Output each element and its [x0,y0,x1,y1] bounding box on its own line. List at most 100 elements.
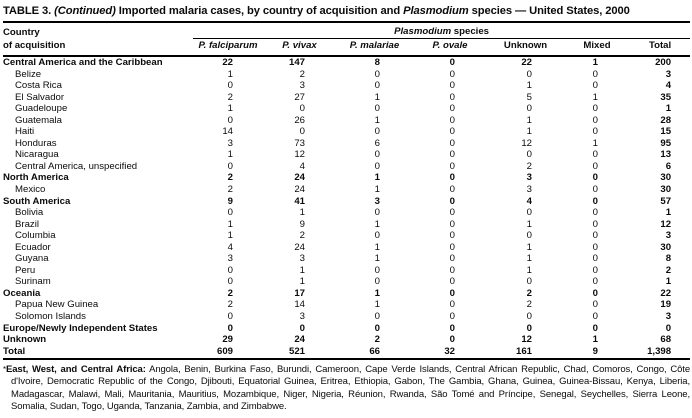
table-row: Guatemala 0 26 1 0 1 0 28 [3,115,690,127]
value-cell-p-vivax: 3 [299,311,305,323]
table-row: South America 9 41 3 0 4 0 57 [3,196,690,208]
country-cell: Guadeloupe [15,103,68,115]
value-cell-p-falciparum: 0 [227,207,233,219]
col-header-p-malariae: P. malariae [336,38,413,57]
value-cell-p-ovale: 0 [449,68,455,80]
value-cell-p-malariae: 1 [374,253,380,265]
value-cell-p-falciparum: 3 [227,137,233,149]
value-cell-total: 3 [665,68,672,80]
value-cell-mixed: 0 [592,68,598,80]
value-cell-unknown: 161 [487,345,564,361]
value-cell-p-malariae: 0 [374,207,380,219]
value-cell-mixed: 0 [592,276,598,288]
value-cell-total: 19 [660,299,672,311]
value-cell-mixed: 0 [592,103,598,115]
value-cell-p-falciparum: 0 [227,114,233,126]
value-cell-mixed: 1 [592,57,598,68]
value-cell-p-vivax: 0 [299,322,305,334]
value-cell-p-falciparum: 609 [193,345,263,361]
value-cell-unknown: 4 [526,195,532,207]
value-cell-p-falciparum: 0 [227,311,233,323]
value-cell-p-ovale: 0 [449,195,455,207]
value-cell-p-ovale: 0 [449,80,455,92]
value-cell-p-falciparum: 0 [227,160,233,172]
value-cell-mixed: 0 [592,126,598,138]
value-cell-total: 30 [660,184,672,196]
col-header-p-vivax: P. vivax [263,38,336,57]
country-cell: Haiti [15,126,35,138]
value-cell-p-falciparum: 2 [227,172,233,184]
value-cell-p-vivax: 1 [299,276,305,288]
country-cell: Nicaragua [15,149,59,161]
value-cell-p-malariae: 1 [374,91,380,103]
country-cell: Mexico [15,184,46,196]
value-cell-total: 57 [660,195,672,207]
country-cell: Oceania [3,287,41,299]
table-row: Brazil 1 9 1 0 1 0 12 [3,219,690,231]
value-cell-p-vivax: 27 [294,91,305,103]
value-cell-mixed: 9 [564,345,630,361]
value-cell-unknown: 22 [521,57,532,68]
country-cell: Bolivia [15,207,44,219]
value-cell-p-ovale: 0 [449,287,455,299]
footnote-marker: * [3,365,7,375]
value-cell-p-falciparum: 9 [227,195,233,207]
value-cell-p-falciparum: 3 [227,253,233,265]
value-cell-p-ovale: 0 [449,334,455,346]
value-cell-p-falciparum: 1 [227,68,233,80]
value-cell-p-ovale: 0 [449,299,455,311]
value-cell-p-falciparum: 0 [227,80,233,92]
value-cell-unknown: 3 [526,184,532,196]
table-row: Haiti 14 0 0 0 1 0 15 [3,126,690,138]
title-plasmodium: Plasmodium [403,5,469,17]
value-cell-p-falciparum: 29 [222,334,233,346]
country-cell: Surinam [15,276,51,288]
value-cell-p-malariae: 1 [374,172,380,184]
value-cell-p-malariae: 0 [374,103,380,115]
value-cell-unknown: 1 [526,80,532,92]
value-cell-p-vivax: 24 [294,172,305,184]
value-cell-total: 95 [660,137,672,149]
value-cell-unknown: 3 [526,172,532,184]
value-cell-p-falciparum: 1 [227,218,233,230]
value-cell-unknown: 1 [526,218,532,230]
col-header-p-falciparum: P. falciparum [193,38,263,57]
value-cell-p-vivax: 41 [294,195,305,207]
value-cell-p-malariae: 66 [336,345,413,361]
value-cell-p-malariae: 0 [374,126,380,138]
title-continued: (Continued) [54,5,116,17]
table-row: Central America and the Caribbean 22 147… [3,56,690,69]
value-cell-p-malariae: 0 [374,264,380,276]
table-row: Guadeloupe 1 0 0 0 0 0 1 [3,103,690,115]
value-cell-p-malariae: 0 [374,160,380,172]
country-cell: Central America, unspecified [15,160,138,172]
value-cell-p-vivax: 2 [299,230,305,242]
table-row: Oceania 2 17 1 0 2 0 22 [3,288,690,300]
value-cell-total: 30 [660,172,672,184]
value-cell-p-ovale: 0 [449,172,455,184]
value-cell-total: 15 [660,126,672,138]
table-row: Honduras 3 73 6 0 12 1 95 [3,138,690,150]
value-cell-p-ovale: 0 [449,114,455,126]
value-cell-p-ovale: 0 [449,160,455,172]
value-cell-unknown: 2 [526,287,532,299]
value-cell-p-vivax: 24 [294,184,305,196]
value-cell-p-falciparum: 1 [227,149,233,161]
value-cell-p-vivax: 3 [299,253,305,265]
country-cell: Solomon Islands [15,311,86,323]
value-cell-p-ovale: 0 [449,230,455,242]
value-cell-total: 6 [665,160,672,172]
value-cell-p-ovale: 0 [449,322,455,334]
value-cell-p-ovale: 0 [449,184,455,196]
country-cell: North America [3,172,69,184]
value-cell-total: 3 [665,230,672,242]
footnote: *East, West, and Central Africa: Angola,… [3,364,690,413]
value-cell-mixed: 0 [592,80,598,92]
value-cell-mixed: 0 [592,230,598,242]
country-cell: Guatemala [15,114,62,126]
table-title: TABLE 3. (Continued) Imported malaria ca… [3,5,690,18]
value-cell-p-ovale: 0 [449,241,455,253]
table-row: El Salvador 2 27 1 0 5 1 35 [3,92,690,104]
table-row: Belize 1 2 0 0 0 0 3 [3,69,690,81]
